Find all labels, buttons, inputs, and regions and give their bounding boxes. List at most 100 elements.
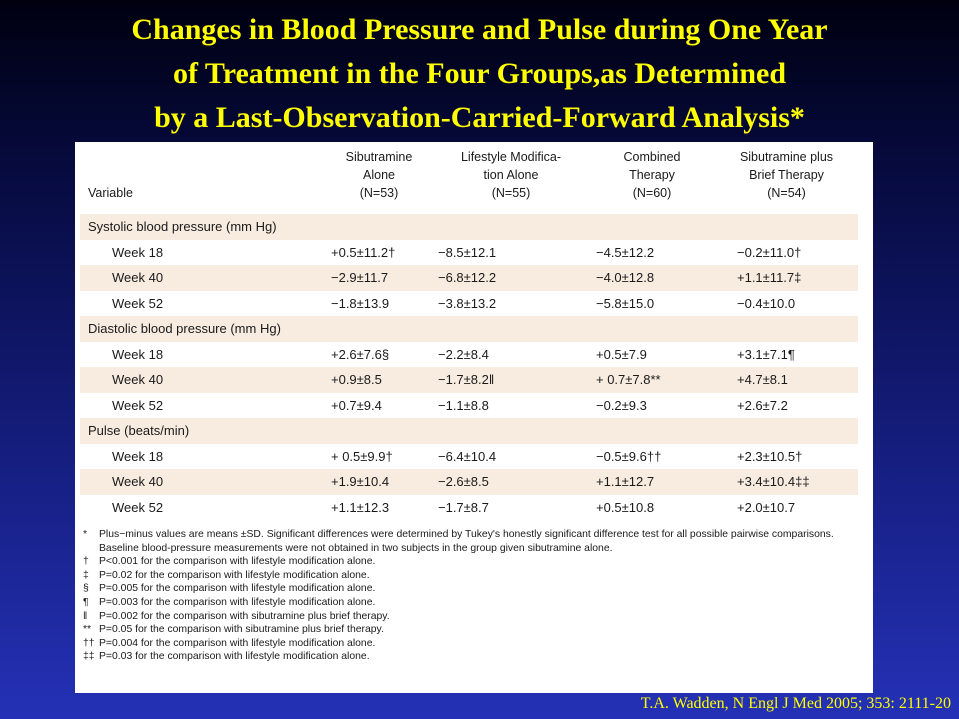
footnote: § P=0.005 for the comparison with lifest…	[83, 582, 858, 596]
footnote-text: P=0.05 for the comparison with sibutrami…	[99, 624, 384, 636]
footnote-text: Plus−minus values are means ±SD. Signifi…	[99, 529, 834, 554]
footnote-symbol: ‖	[83, 610, 88, 622]
cell-value: −0.4±10.0	[737, 295, 796, 311]
cell-value: −2.6±8.5	[433, 469, 589, 495]
row-label: Week 40	[80, 265, 325, 291]
cell-value: +3.4±10.4‡‡	[715, 469, 858, 495]
footnotes: * Plus−minus values are means ±SD. Signi…	[80, 528, 858, 664]
footnote-symbol: *	[83, 529, 88, 540]
cell-value: +0.5±10.8	[596, 499, 655, 515]
table-header-row: Variable Sibutramine Alone (N=53) Lifest…	[80, 148, 858, 214]
cell-value: +0.9±8.5	[325, 367, 433, 393]
footnote-symbol: §	[83, 583, 89, 595]
title-line: of Treatment in the Four Groups,as Deter…	[172, 57, 787, 90]
row-label: Week 52	[112, 295, 164, 311]
footnote: ¶ P=0.003 for the comparison with lifest…	[83, 596, 858, 610]
cell-value: +1.1±11.7‡	[715, 265, 858, 291]
results-table: Variable Sibutramine Alone (N=53) Lifest…	[80, 148, 858, 520]
cell-value: +1.9±10.4	[325, 469, 433, 495]
cell-value: −5.8±15.0	[596, 295, 655, 311]
cell-value: −6.4±10.4	[438, 448, 497, 464]
header-line: (N=60)	[632, 186, 672, 200]
cell-value: −6.8±12.2	[433, 265, 589, 291]
footnote-text: P=0.03 for the comparison with lifestyle…	[99, 651, 370, 663]
cell-value: −1.8±13.9	[331, 295, 390, 311]
footnote: † P<0.001 for the comparison with lifest…	[83, 555, 858, 569]
row-label: Week 52	[112, 499, 164, 515]
table-row: Week 18 +0.5±11.2† −8.5±12.1 −4.5±12.2 −…	[80, 240, 858, 266]
row-label: Week 52	[112, 397, 164, 413]
cell-value: −2.2±8.4	[438, 346, 489, 362]
footnote: ** P=0.05 for the comparison with sibutr…	[83, 623, 858, 637]
cell-value: −2.9±11.7	[325, 265, 433, 291]
header-line: (N=54)	[767, 186, 806, 200]
table-row: Week 40 +0.9±8.5 −1.7±8.2‖ + 0.7±7.8** +…	[80, 367, 858, 393]
table-row: Week 18 +2.6±7.6§ −2.2±8.4 +0.5±7.9 +3.1…	[80, 342, 858, 368]
table-panel: Variable Sibutramine Alone (N=53) Lifest…	[75, 142, 873, 693]
footnote-symbol: **	[83, 624, 92, 636]
column-header-sibutramine-alone: Sibutramine Alone (N=53)	[325, 148, 433, 214]
cell-value: −0.5±9.6††	[596, 448, 662, 464]
cell-value: +0.5±7.9	[596, 346, 647, 362]
table-row: Week 40 +1.9±10.4 −2.6±8.5 +1.1±12.7 +3.…	[80, 469, 858, 495]
column-header-sibutramine-plus-brief-therapy: Sibutramine plus Brief Therapy (N=54)	[715, 148, 858, 214]
title-line: Changes in Blood Pressure and Pulse duri…	[131, 13, 828, 46]
footnote-symbol: ¶	[83, 596, 89, 608]
footnote-symbol: †	[83, 556, 89, 568]
header-line: Combined	[623, 150, 681, 164]
cell-value: −1.7±8.2‖	[433, 367, 589, 393]
header-line: (N=53)	[359, 186, 399, 200]
cell-value: +2.6±7.2	[737, 397, 788, 413]
cell-value: + 0.5±9.9†	[331, 448, 393, 464]
cell-value: +2.3±10.5†	[737, 448, 803, 464]
citation: T.A. Wadden, N Engl J Med 2005; 353: 211…	[640, 695, 951, 712]
cell-value: +0.5±11.2†	[331, 244, 396, 260]
footnote-text: P=0.003 for the comparison with lifestyl…	[99, 596, 376, 608]
cell-value: −0.2±11.0†	[737, 244, 802, 260]
cell-value: −8.5±12.1	[438, 244, 497, 260]
footnote-text: P=0.02 for the comparison with lifestyle…	[99, 569, 370, 581]
cell-value: −1.7±8.7	[438, 499, 489, 515]
title-line: by a Last-Observation-Carried-Forward An…	[154, 101, 805, 134]
cell-value: +2.0±10.7	[737, 499, 796, 515]
header-line: Sibutramine plus	[739, 150, 834, 164]
table-row: Week 52 +0.7±9.4 −1.1±8.8 −0.2±9.3 +2.6±…	[80, 393, 858, 419]
row-label: Week 40	[80, 367, 325, 393]
cell-value: +1.1±12.3	[331, 499, 390, 515]
header-line: Lifestyle Modifica-	[460, 150, 562, 164]
header-line: Therapy	[629, 168, 675, 182]
cell-value: + 0.7±7.8**	[589, 367, 715, 393]
slide-title: Changes in Blood Pressure and Pulse duri…	[0, 8, 959, 140]
footnote-text: P=0.004 for the comparison with lifestyl…	[99, 637, 376, 649]
cell-value: −0.2±9.3	[596, 397, 647, 413]
column-header-combined-therapy: Combined Therapy (N=60)	[589, 148, 715, 214]
cell-value: +2.6±7.6§	[331, 346, 390, 362]
group-label: Systolic blood pressure (mm Hg)	[80, 214, 858, 240]
group-row-systolic: Systolic blood pressure (mm Hg)	[80, 214, 858, 240]
group-label: Pulse (beats/min)	[80, 418, 858, 444]
column-header-lifestyle-modification-alone: Lifestyle Modifica- tion Alone (N=55)	[433, 148, 589, 214]
cell-value: −4.5±12.2	[596, 244, 655, 260]
table-row: Week 52 −1.8±13.9 −3.8±13.2 −5.8±15.0 −0…	[80, 291, 858, 317]
cell-value: −3.8±13.2	[438, 295, 497, 311]
row-label: Week 18	[112, 448, 164, 464]
footnote: ‖ P=0.002 for the comparison with sibutr…	[83, 610, 858, 624]
group-row-pulse: Pulse (beats/min)	[80, 418, 858, 444]
column-header-variable: Variable	[88, 186, 133, 200]
cell-value: +3.1±7.1¶	[737, 346, 795, 362]
group-label: Diastolic blood pressure (mm Hg)	[80, 316, 858, 342]
row-label: Week 18	[112, 346, 164, 362]
cell-value: −1.1±8.8	[438, 397, 489, 413]
cell-value: +0.7±9.4	[331, 397, 382, 413]
footnote: †† P=0.004 for the comparison with lifes…	[83, 637, 858, 651]
table-row: Week 18 + 0.5±9.9† −6.4±10.4 −0.5±9.6†† …	[80, 444, 858, 470]
header-line: Sibutramine	[345, 150, 413, 164]
footnote-symbol: ††	[83, 637, 95, 649]
footnote-text: P<0.001 for the comparison with lifestyl…	[99, 556, 376, 568]
cell-value: +4.7±8.1	[715, 367, 858, 393]
table-row: Week 52 +1.1±12.3 −1.7±8.7 +0.5±10.8 +2.…	[80, 495, 858, 521]
header-line: (N=55)	[491, 186, 531, 200]
cell-value: −4.0±12.8	[589, 265, 715, 291]
footnote-symbol: ‡‡	[83, 651, 95, 663]
footnote-text: P=0.002 for the comparison with sibutram…	[99, 610, 390, 622]
